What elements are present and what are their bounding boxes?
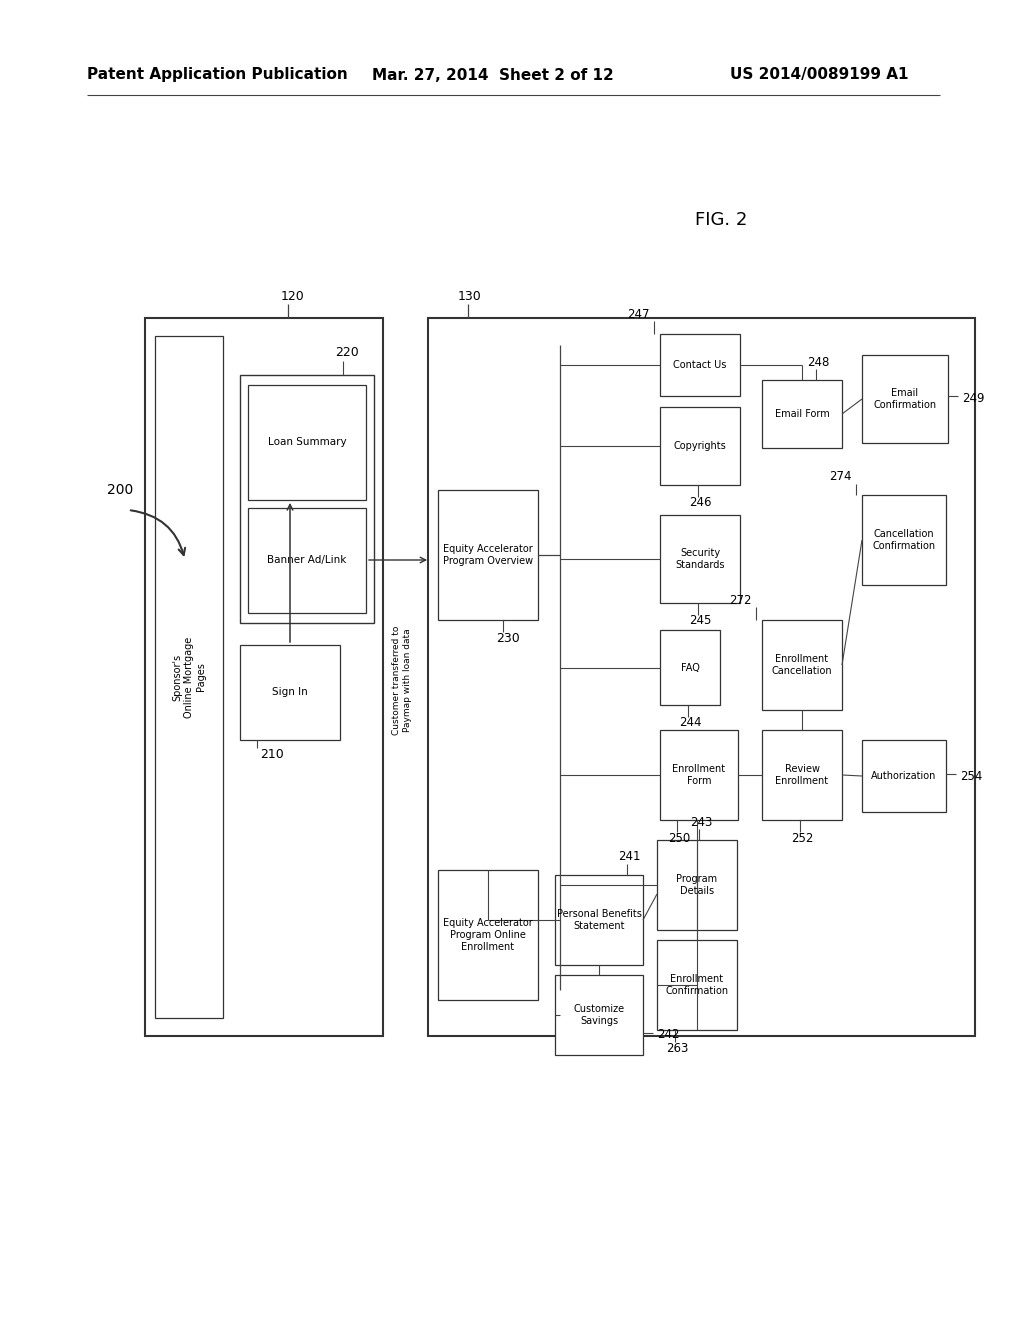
Text: US 2014/0089199 A1: US 2014/0089199 A1 <box>730 67 908 82</box>
Text: 252: 252 <box>791 832 813 845</box>
Bar <box>438 870 538 1001</box>
Bar <box>438 490 538 620</box>
Text: Personal Benefits
Statement: Personal Benefits Statement <box>557 909 641 931</box>
Text: Sponsor's
Online Mortgage
Pages: Sponsor's Online Mortgage Pages <box>172 636 206 718</box>
Text: 200: 200 <box>106 483 133 498</box>
Text: 247: 247 <box>628 308 650 321</box>
Bar <box>240 645 340 741</box>
Text: Customer transferred to
Paymap with loan data: Customer transferred to Paymap with loan… <box>392 626 412 735</box>
Bar <box>248 385 366 500</box>
Text: 272: 272 <box>729 594 752 606</box>
Text: 248: 248 <box>807 355 829 368</box>
Text: 230: 230 <box>496 631 520 644</box>
Bar <box>660 407 740 484</box>
Bar <box>660 334 740 396</box>
Bar <box>428 318 975 1036</box>
Text: 245: 245 <box>689 615 712 627</box>
Text: Review
Enrollment: Review Enrollment <box>775 764 828 785</box>
Text: 249: 249 <box>962 392 984 405</box>
Text: Enrollment
Form: Enrollment Form <box>673 764 726 785</box>
Text: Enrollment
Cancellation: Enrollment Cancellation <box>772 655 833 676</box>
Bar <box>145 318 383 1036</box>
Text: Mar. 27, 2014  Sheet 2 of 12: Mar. 27, 2014 Sheet 2 of 12 <box>372 67 613 82</box>
Text: 243: 243 <box>690 816 712 829</box>
Text: Contact Us: Contact Us <box>674 360 727 370</box>
Text: Authorization: Authorization <box>871 771 937 781</box>
Text: 263: 263 <box>666 1041 688 1055</box>
Bar <box>862 741 946 812</box>
Bar <box>555 975 643 1055</box>
Text: FAQ: FAQ <box>681 663 699 672</box>
Bar <box>762 380 842 447</box>
Bar <box>762 620 842 710</box>
Text: 250: 250 <box>669 832 690 845</box>
Text: Security
Standards: Security Standards <box>675 548 725 570</box>
Bar <box>660 630 720 705</box>
Bar <box>555 875 643 965</box>
Text: Cancellation
Confirmation: Cancellation Confirmation <box>872 529 936 550</box>
Bar <box>657 840 737 931</box>
Text: 254: 254 <box>961 770 982 783</box>
Text: Equity Accelerator
Program Online
Enrollment: Equity Accelerator Program Online Enroll… <box>443 919 532 952</box>
Text: 220: 220 <box>335 346 359 359</box>
Text: 130: 130 <box>458 289 482 302</box>
Text: Copyrights: Copyrights <box>674 441 726 451</box>
Text: 242: 242 <box>657 1028 680 1041</box>
Text: FIG. 2: FIG. 2 <box>695 211 748 228</box>
Bar <box>657 940 737 1030</box>
Text: Loan Summary: Loan Summary <box>267 437 346 447</box>
Bar <box>660 730 738 820</box>
Text: 244: 244 <box>679 717 701 730</box>
Bar <box>862 355 948 444</box>
Bar <box>762 730 842 820</box>
Text: 274: 274 <box>829 470 852 483</box>
Bar <box>248 508 366 612</box>
Text: Customize
Savings: Customize Savings <box>573 1005 625 1026</box>
Text: Email Form: Email Form <box>774 409 829 418</box>
Text: 120: 120 <box>281 289 304 302</box>
Bar <box>155 337 223 1018</box>
Text: Sign In: Sign In <box>272 686 308 697</box>
Text: 246: 246 <box>689 496 712 510</box>
Text: 241: 241 <box>618 850 641 863</box>
Text: 210: 210 <box>260 747 284 760</box>
Text: Banner Ad/Link: Banner Ad/Link <box>267 554 347 565</box>
Text: Equity Accelerator
Program Overview: Equity Accelerator Program Overview <box>443 544 534 566</box>
Bar <box>660 515 740 603</box>
Bar <box>240 375 374 623</box>
Bar <box>862 495 946 585</box>
Text: Email
Confirmation: Email Confirmation <box>873 388 937 409</box>
Text: Enrollment
Confirmation: Enrollment Confirmation <box>666 974 728 995</box>
Text: Program
Details: Program Details <box>677 874 718 896</box>
Text: Patent Application Publication: Patent Application Publication <box>87 67 348 82</box>
